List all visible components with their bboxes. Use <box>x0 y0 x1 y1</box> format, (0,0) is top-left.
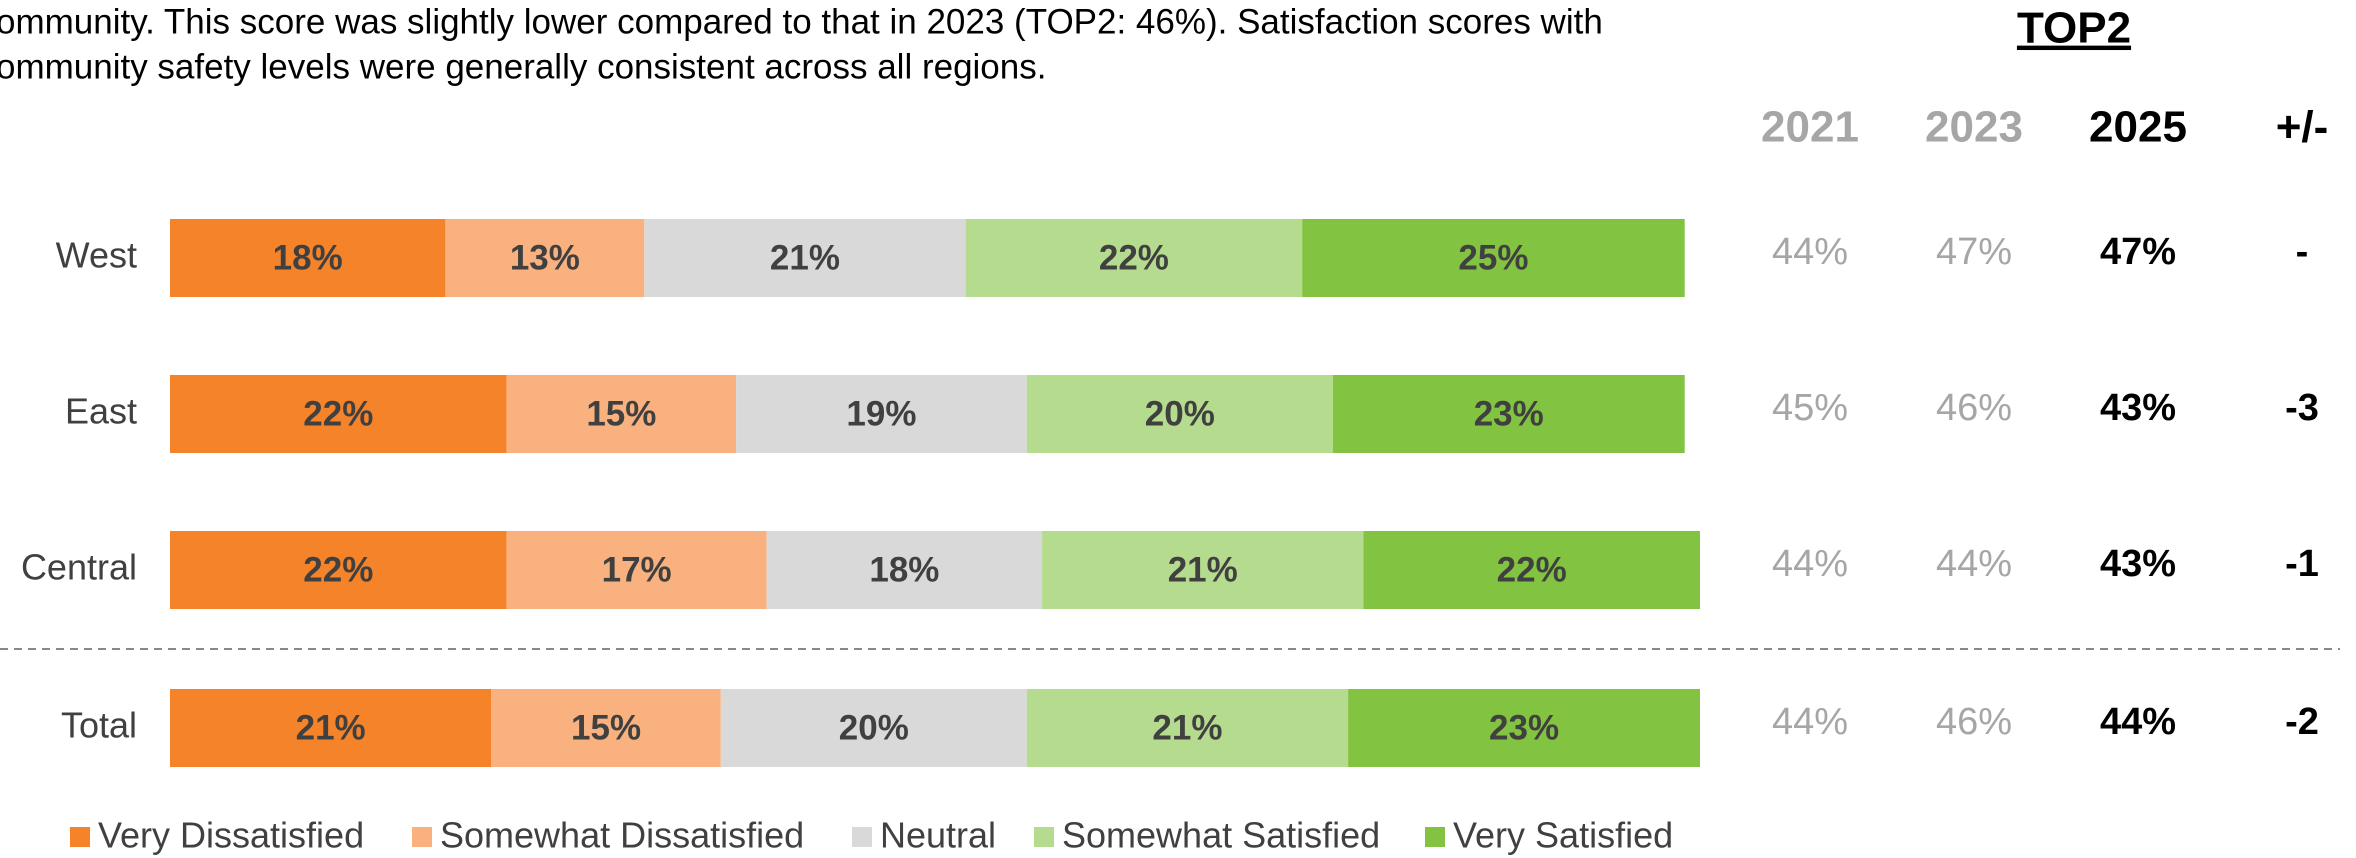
bar-label: 18% <box>273 238 343 277</box>
table-cell: 45% <box>1772 387 1848 429</box>
table-cell: -1 <box>2285 543 2319 585</box>
bar-segment <box>506 531 767 609</box>
bar-segment <box>491 689 721 767</box>
bar-label: 20% <box>839 708 909 747</box>
table-cell: - <box>2296 231 2309 273</box>
table-cell: 43% <box>2100 387 2176 429</box>
table-header: 2023 <box>1925 103 2023 152</box>
bar-label: 20% <box>1145 394 1215 433</box>
table-cell: 44% <box>1772 543 1848 585</box>
bar-segment <box>445 219 645 297</box>
table-header: +/- <box>2276 103 2329 152</box>
bar-segment <box>766 531 1043 609</box>
bar-label: 13% <box>510 238 580 277</box>
bar-segment <box>1348 689 1700 767</box>
bar-label: 23% <box>1474 394 1544 433</box>
legend-label: Somewhat Dissatisfied <box>440 815 804 856</box>
bar-segment <box>644 219 966 297</box>
legend-label: Very Satisfied <box>1453 815 1673 856</box>
table-cell: 44% <box>2100 701 2176 743</box>
bar-label: 21% <box>1168 550 1238 589</box>
bar-segment <box>506 375 737 453</box>
bar-label: 22% <box>303 550 373 589</box>
bar-segment <box>720 689 1027 767</box>
bar-label: 21% <box>296 708 366 747</box>
table-cell: 44% <box>1772 701 1848 743</box>
bar-label: 22% <box>1497 550 1567 589</box>
intro-line: ommunity. This score was slightly lower … <box>0 2 1603 41</box>
legend-swatch <box>1034 827 1054 847</box>
bar-label: 22% <box>1099 238 1169 277</box>
legend-swatch <box>1425 827 1445 847</box>
bar-segment <box>965 219 1303 297</box>
bar-label: 21% <box>1152 708 1222 747</box>
category-label: Central <box>21 547 137 588</box>
bar-segment <box>1026 375 1333 453</box>
bar-segment <box>1302 219 1685 297</box>
legend-label: Neutral <box>880 815 996 856</box>
category-label: East <box>65 391 137 432</box>
bar-segment <box>170 689 492 767</box>
bar-label: 22% <box>303 394 373 433</box>
table-title: TOP2 <box>2017 4 2131 53</box>
table-cell: 44% <box>1772 231 1848 273</box>
bar-segment <box>1026 689 1349 767</box>
table-cell: -3 <box>2285 387 2319 429</box>
bar-segment <box>1363 531 1700 609</box>
bar-segment <box>170 531 507 609</box>
bar-segment <box>1332 375 1685 453</box>
bar-segment <box>170 219 446 297</box>
table-cell: 44% <box>1936 543 2012 585</box>
table-cell: 47% <box>2100 231 2176 273</box>
category-label: Total <box>61 705 137 746</box>
bar-label: 19% <box>846 394 916 433</box>
table-cell: 46% <box>1936 387 2012 429</box>
legend-label: Somewhat Satisfied <box>1062 815 1380 856</box>
legend-swatch <box>852 827 872 847</box>
table-header: 2025 <box>2089 103 2187 152</box>
table-header: 2021 <box>1761 103 1859 152</box>
legend-swatch <box>412 827 432 847</box>
table-cell: 43% <box>2100 543 2176 585</box>
bar-label: 23% <box>1489 708 1559 747</box>
bar-segment <box>1042 531 1364 609</box>
legend-label: Very Dissatisfied <box>98 815 364 856</box>
legend-swatch <box>70 827 90 847</box>
bar-label: 21% <box>770 238 840 277</box>
bar-segment <box>170 375 507 453</box>
table-cell: 46% <box>1936 701 2012 743</box>
bar-label: 17% <box>602 550 672 589</box>
table-cell: 47% <box>1936 231 2012 273</box>
bar-label: 15% <box>586 394 656 433</box>
bar-label: 15% <box>571 708 641 747</box>
category-label: West <box>56 235 137 276</box>
intro-line: ommunity safety levels were generally co… <box>0 47 1046 86</box>
table-cell: -2 <box>2285 701 2319 743</box>
bar-label: 18% <box>869 550 939 589</box>
bar-label: 25% <box>1458 238 1528 277</box>
bar-segment <box>736 375 1027 453</box>
